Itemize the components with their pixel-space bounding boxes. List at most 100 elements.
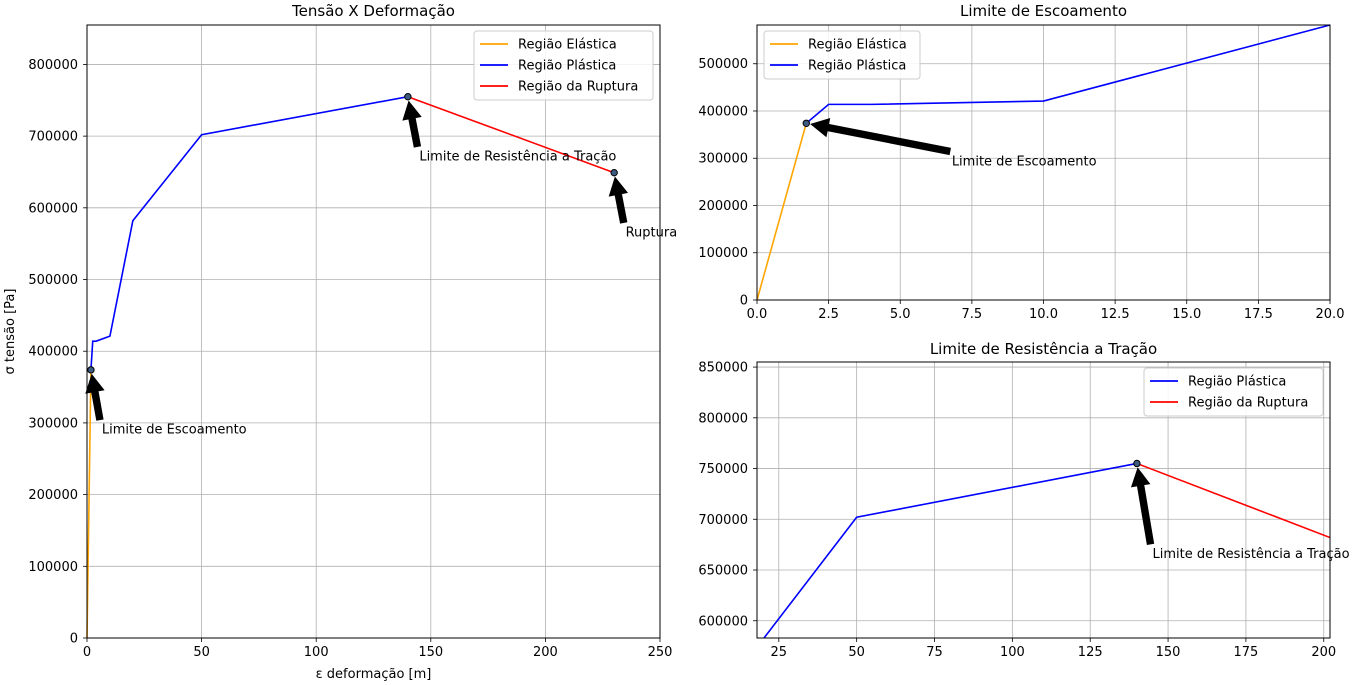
y-tick-label: 200000 <box>698 199 748 214</box>
annotation-arrow <box>608 176 629 224</box>
series-line <box>1136 462 1330 539</box>
annotation-label: Ruptura <box>626 226 678 241</box>
y-tick-label: 600000 <box>698 614 748 629</box>
data-point-marker <box>404 92 412 101</box>
annotation-label: Limite de Resistência a Tração <box>419 150 616 165</box>
y-tick-label: 400000 <box>698 104 748 119</box>
annotation-texts: Limite de Escoamento Limite de Resistênci… <box>102 150 677 438</box>
axes-frame <box>86 24 661 639</box>
chart-title: Tensão X Deformação <box>291 2 455 20</box>
x-tick-label: 125 <box>1078 645 1103 660</box>
y-tick-label: 300000 <box>698 152 748 167</box>
series-lines <box>762 462 1330 638</box>
x-tick-label: 25 <box>771 645 788 660</box>
x-tick-label: 100 <box>304 645 329 660</box>
panel-tensao-deformacao: 0 50 100 150 200 250 0 100000 200000 300000 40000… <box>3 2 677 682</box>
y-tick-label: 850000 <box>698 361 748 376</box>
x-tick-label: 7.5 <box>962 307 983 322</box>
chart-title: Limite de Escoamento <box>960 2 1127 20</box>
x-ticks: 25 50 75 100 125 150 175 200 <box>771 638 1336 660</box>
annotation-arrow <box>810 117 951 156</box>
y-ticks: 600000 650000 700000 750000 800000 850000 <box>698 361 757 629</box>
x-tick-label: 15.0 <box>1172 307 1201 322</box>
y-tick-label: 200000 <box>28 488 78 503</box>
legend-label: Região da Ruptura <box>1188 396 1308 411</box>
data-point-marker <box>610 168 618 177</box>
y-tick-label: 500000 <box>28 273 78 288</box>
series-lines <box>756 24 1331 301</box>
y-tick-label: 400000 <box>28 345 78 360</box>
x-tick-label: 75 <box>926 645 943 660</box>
y-tick-label: 300000 <box>28 416 78 431</box>
series-line <box>90 95 409 370</box>
annotation-arrows <box>810 117 951 156</box>
x-tick-label: 150 <box>418 645 443 660</box>
legend-label: Região Plástica <box>1188 375 1286 390</box>
markers <box>87 92 618 374</box>
markers <box>802 119 810 127</box>
legend: Região Elástica Região Plástica Região da … <box>473 30 654 101</box>
y-ticks: 0 100000 200000 300000 400000 500000 <box>698 57 757 309</box>
annotation-label: Limite de Resistência a Tração <box>1152 547 1349 562</box>
annotation-arrows <box>1130 467 1155 545</box>
y-ticks: 0 100000 200000 300000 400000 500000 600000 700… <box>28 58 87 647</box>
legend: Região Elástica Região Plástica <box>763 30 921 80</box>
y-tick-label: 600000 <box>28 201 78 216</box>
series-line <box>86 369 92 639</box>
data-point-marker <box>1133 459 1141 468</box>
x-tick-label: 200 <box>533 645 558 660</box>
series-line <box>407 95 615 174</box>
annotation-label: Limite de Escoamento <box>102 423 247 438</box>
chart-title: Limite de Resistência a Tração <box>930 340 1157 358</box>
legend-label: Região Elástica <box>808 38 907 53</box>
y-tick-label: 100000 <box>698 246 748 261</box>
annotation-texts: Limite de Escoamento <box>952 154 1097 169</box>
grid <box>757 362 1330 638</box>
series-line <box>805 24 1331 124</box>
legend-label: Região da Ruptura <box>518 80 638 95</box>
y-tick-label: 500000 <box>698 57 748 72</box>
series-line <box>762 462 1138 638</box>
y-tick-label: 0 <box>740 294 748 309</box>
y-tick-label: 800000 <box>28 58 78 73</box>
panel-limite-escoamento: 0.0 2.5 5.0 7.5 10.0 12.5 15.0 17.5 20.0 0 100000… <box>698 2 1344 322</box>
y-tick-label: 700000 <box>28 130 78 145</box>
x-ticks: 0 50 100 150 200 250 <box>83 638 673 660</box>
y-tick-label: 650000 <box>698 564 748 579</box>
y-tick-label: 700000 <box>698 513 748 528</box>
x-ticks: 0.0 2.5 5.0 7.5 10.0 12.5 15.0 17.5 20.0 <box>747 300 1345 322</box>
legend-box <box>1143 367 1324 417</box>
x-tick-label: 17.5 <box>1244 307 1273 322</box>
x-tick-label: 0 <box>83 645 91 660</box>
x-tick-label: 200 <box>1311 645 1336 660</box>
legend-box <box>473 30 654 101</box>
annotation-label: Limite de Escoamento <box>952 154 1097 169</box>
x-tick-label: 20.0 <box>1316 307 1345 322</box>
y-tick-label: 100000 <box>28 560 78 575</box>
legend-label: Região Plástica <box>518 59 616 74</box>
x-tick-label: 50 <box>193 645 210 660</box>
x-tick-label: 150 <box>1156 645 1181 660</box>
x-tick-label: 0.0 <box>747 307 768 322</box>
y-tick-label: 750000 <box>698 462 748 477</box>
series-lines <box>86 95 615 639</box>
legend-label: Região Plástica <box>808 59 906 74</box>
series-line <box>756 123 808 301</box>
annotation-arrow <box>85 373 105 421</box>
legend-box <box>763 30 921 80</box>
legend-label: Região Elástica <box>518 38 617 53</box>
x-tick-label: 12.5 <box>1101 307 1130 322</box>
x-tick-label: 175 <box>1234 645 1259 660</box>
markers <box>1133 459 1141 468</box>
annotation-arrows <box>85 100 629 421</box>
axes-frame <box>756 361 1331 639</box>
x-tick-label: 100 <box>1000 645 1025 660</box>
data-point-marker <box>802 119 810 127</box>
x-tick-label: 5.0 <box>890 307 911 322</box>
x-tick-label: 250 <box>648 645 673 660</box>
x-tick-label: 10.0 <box>1029 307 1058 322</box>
panel-limite-resistencia-tracao: 25 50 75 100 125 150 175 200 600000 650000 700000… <box>698 340 1349 660</box>
annotation-arrow <box>1130 467 1155 545</box>
